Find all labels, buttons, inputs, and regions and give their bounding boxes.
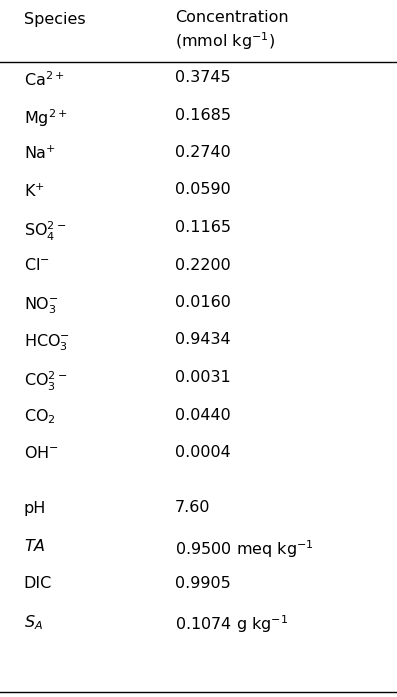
Text: 0.1074 g kg$^{-1}$: 0.1074 g kg$^{-1}$	[175, 613, 288, 635]
Text: Na$^{+}$: Na$^{+}$	[24, 145, 56, 162]
Text: 0.0440: 0.0440	[175, 408, 230, 422]
Text: HCO$_3^{-}$: HCO$_3^{-}$	[24, 332, 70, 353]
Text: NO$_3^{-}$: NO$_3^{-}$	[24, 295, 59, 316]
Text: OH$^{-}$: OH$^{-}$	[24, 445, 59, 461]
Text: pH: pH	[24, 500, 46, 516]
Text: DIC: DIC	[24, 576, 52, 590]
Text: $\mathit{T}$$\mathit{A}$: $\mathit{T}$$\mathit{A}$	[24, 538, 45, 554]
Text: 0.9500 meq kg$^{-1}$: 0.9500 meq kg$^{-1}$	[175, 538, 313, 560]
Text: $S_A$: $S_A$	[24, 613, 43, 631]
Text: 0.1165: 0.1165	[175, 220, 231, 235]
Text: 0.3745: 0.3745	[175, 70, 230, 85]
Text: 0.1685: 0.1685	[175, 107, 231, 123]
Text: K$^{+}$: K$^{+}$	[24, 183, 44, 200]
Text: Species: Species	[24, 12, 85, 27]
Text: Ca$^{2+}$: Ca$^{2+}$	[24, 70, 64, 89]
Text: 0.2200: 0.2200	[175, 257, 230, 273]
Text: Mg$^{2+}$: Mg$^{2+}$	[24, 107, 67, 129]
Text: SO$_4^{2-}$: SO$_4^{2-}$	[24, 220, 66, 243]
Text: 0.9905: 0.9905	[175, 576, 230, 590]
Text: 0.2740: 0.2740	[175, 145, 230, 160]
Text: 0.0590: 0.0590	[175, 183, 230, 197]
Text: 0.0031: 0.0031	[175, 370, 230, 385]
Text: Cl$^{-}$: Cl$^{-}$	[24, 257, 50, 273]
Text: 0.0160: 0.0160	[175, 295, 231, 310]
Text: 7.60: 7.60	[175, 500, 210, 516]
Text: CO$_3^{2-}$: CO$_3^{2-}$	[24, 370, 67, 393]
Text: 0.9434: 0.9434	[175, 332, 230, 348]
Text: Concentration: Concentration	[175, 10, 288, 25]
Text: CO$_2$: CO$_2$	[24, 408, 56, 426]
Text: (mmol kg$^{-1}$): (mmol kg$^{-1}$)	[175, 30, 275, 52]
Text: 0.0004: 0.0004	[175, 445, 230, 460]
